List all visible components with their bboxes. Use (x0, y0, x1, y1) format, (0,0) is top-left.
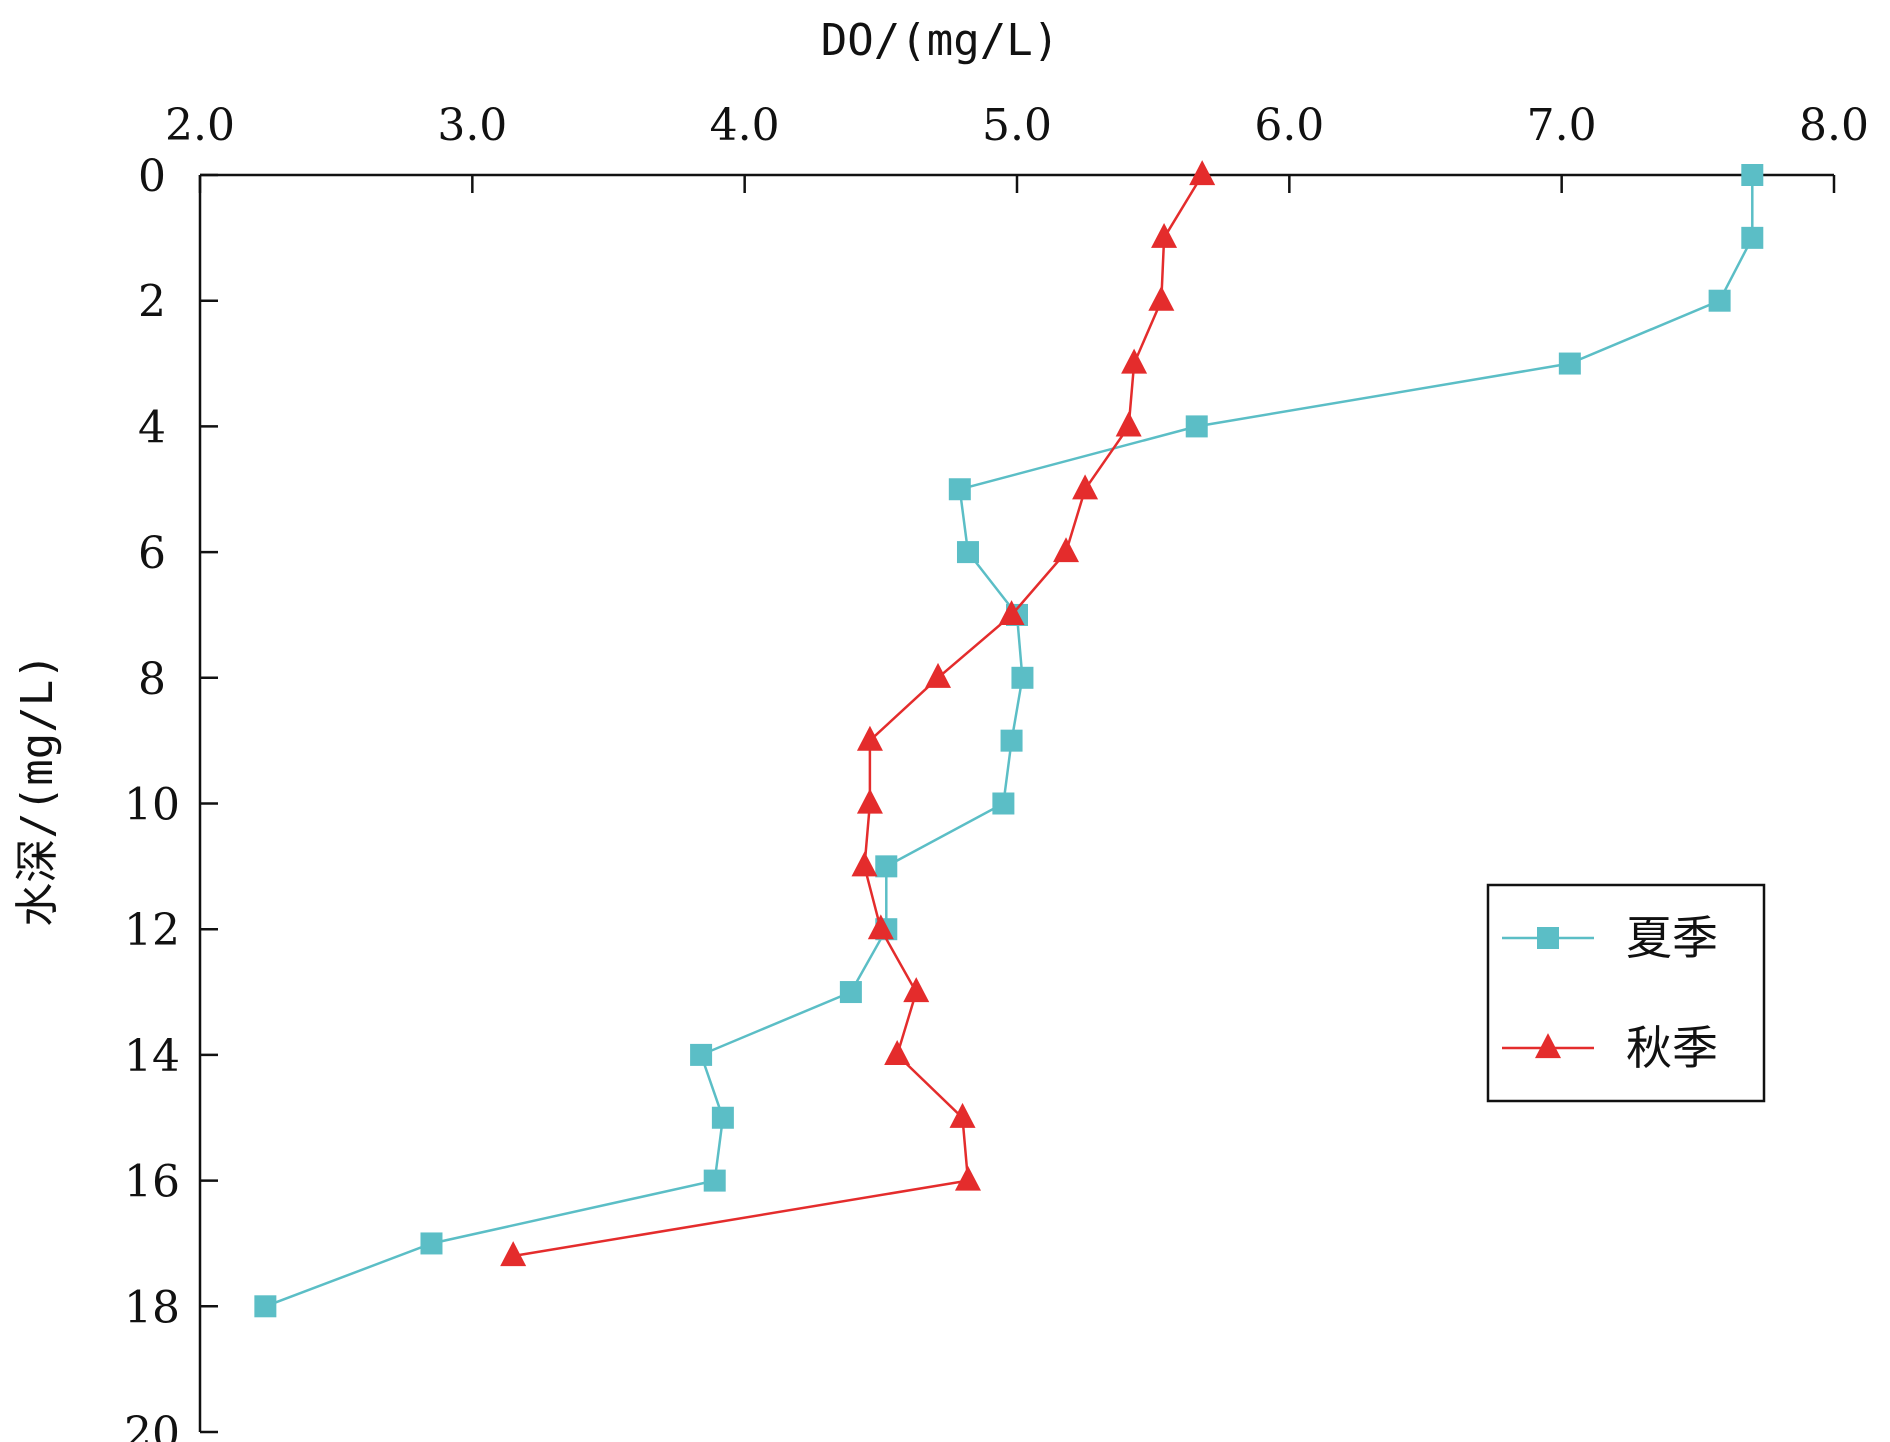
y-tick-label: 12 (124, 905, 180, 956)
data-point (884, 1040, 911, 1065)
y-tick-label: 6 (138, 528, 166, 579)
x-tick-label: 8.0 (1799, 100, 1869, 151)
data-point (500, 1241, 527, 1267)
data-point (1151, 222, 1178, 248)
data-point (1708, 289, 1731, 312)
data-point (867, 914, 894, 940)
data-point (851, 851, 878, 877)
data-point (949, 1102, 976, 1128)
data-point (254, 1295, 277, 1318)
x-tick-label: 3.0 (437, 100, 507, 151)
series-line (512, 174, 1204, 1258)
series-summer (254, 164, 1764, 1318)
x-axis-title: DO/(mg/L) (821, 15, 1059, 66)
data-point (903, 977, 930, 1003)
legend-label: 夏季 (1626, 911, 1718, 965)
y-tick-label: 8 (138, 654, 166, 705)
x-tick-label: 2.0 (165, 100, 235, 151)
x-tick-label: 6.0 (1254, 100, 1324, 151)
data-point (703, 1169, 726, 1192)
y-tick-label: 10 (124, 780, 180, 831)
legend-marker (1535, 1033, 1561, 1059)
data-point (956, 541, 979, 564)
data-point (1148, 285, 1175, 311)
y-tick-label: 16 (124, 1157, 180, 1208)
y-axis-title: 水深/(mg/L) (12, 653, 63, 926)
legend-label: 秋季 (1626, 1021, 1718, 1075)
data-point (1072, 474, 1099, 500)
data-point (954, 1165, 981, 1191)
y-tick-label: 14 (124, 1031, 180, 1082)
y-tick-label: 2 (138, 277, 166, 328)
series-layer (254, 160, 1764, 1318)
legend-item: 夏季 (1502, 911, 1718, 965)
y-tick-label: 18 (124, 1282, 180, 1333)
data-point (1000, 729, 1023, 752)
x-ticks: 2.0 3.0 4.0 5.0 6.0 7.0 8.0 (165, 100, 1869, 193)
y-tick-label: 0 (138, 151, 166, 202)
data-point (1741, 164, 1764, 186)
y-tick-label: 4 (138, 402, 166, 453)
x-tick-label: 7.0 (1527, 100, 1597, 151)
data-point (1741, 226, 1764, 249)
data-point (856, 725, 883, 751)
data-point (839, 981, 862, 1004)
data-point (992, 792, 1015, 815)
data-point (1558, 352, 1581, 375)
data-point (856, 788, 883, 814)
data-point (925, 662, 952, 688)
y-ticks: 0 2 4 6 8 10 12 14 16 18 20 (124, 151, 218, 1442)
data-point (948, 478, 971, 501)
data-point (420, 1232, 443, 1255)
axes (198, 173, 1834, 1432)
legend-marker (1537, 927, 1559, 949)
data-point (875, 855, 898, 878)
legend-box (1486, 883, 1766, 1103)
y-tick-label: 20 (124, 1408, 180, 1442)
legend-item: 秋季 (1502, 1021, 1718, 1075)
data-point (711, 1106, 734, 1129)
x-tick-label: 5.0 (982, 100, 1052, 151)
data-point (1011, 666, 1034, 689)
x-tick-label: 4.0 (710, 100, 780, 151)
data-point (1189, 160, 1216, 186)
data-point (1121, 348, 1148, 374)
data-point (1053, 537, 1080, 563)
data-point (1185, 415, 1208, 438)
series-autumn (500, 160, 1216, 1267)
data-point (1115, 411, 1142, 437)
data-point (998, 600, 1025, 626)
data-point (690, 1043, 713, 1066)
